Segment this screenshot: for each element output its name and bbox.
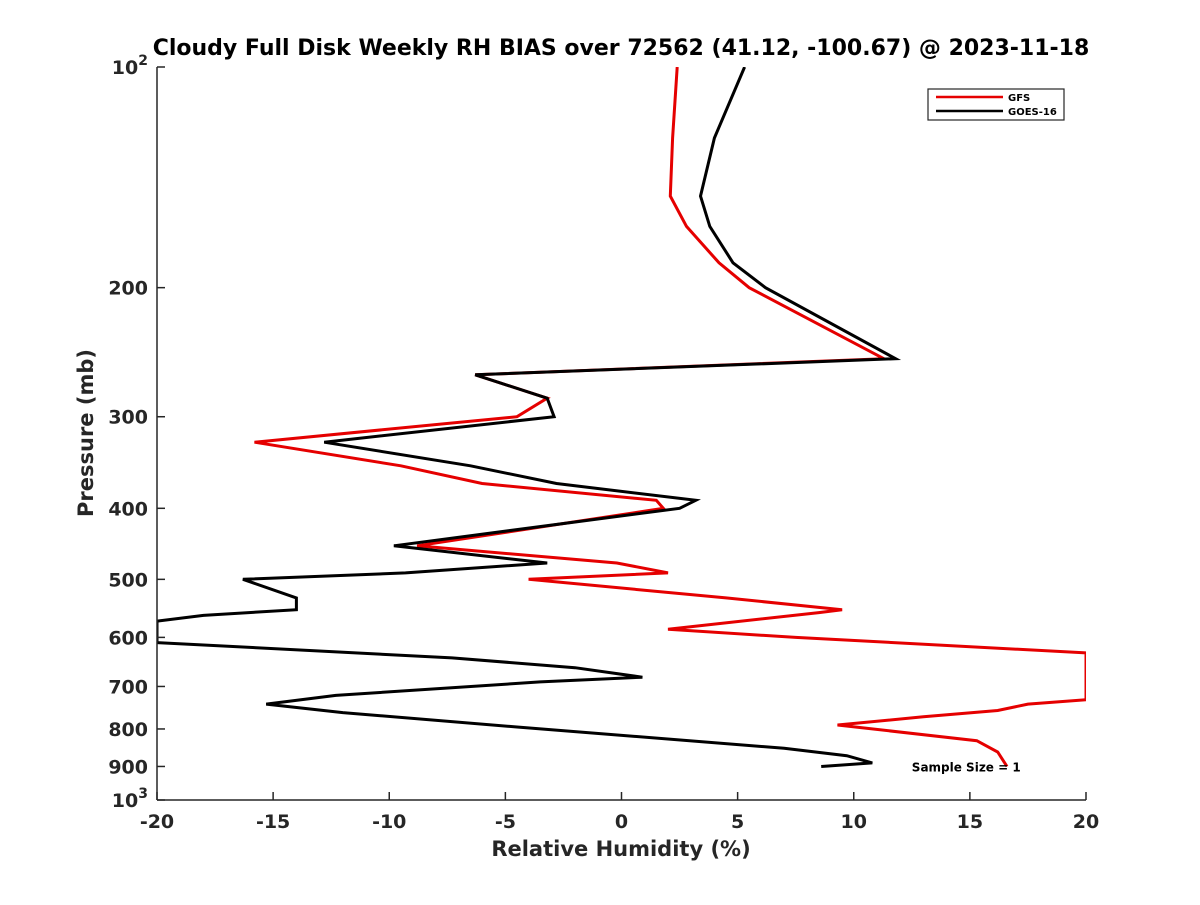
legend: GFS GOES-16 xyxy=(927,88,1065,121)
y-tick-label: 300 xyxy=(108,407,148,429)
series-line-goes-16 xyxy=(157,67,902,768)
x-tick-label: -20 xyxy=(140,811,174,833)
y-tick-label: 400 xyxy=(108,498,148,520)
y-ticks: 102 200 300 400 500 600 700 800 900 103 xyxy=(108,53,165,812)
y-tick-label: 600 xyxy=(108,627,148,649)
series-line-gfs xyxy=(254,67,1086,768)
plot-lines xyxy=(157,67,1086,768)
x-tick-label: -5 xyxy=(495,811,516,833)
y-tick-label: 900 xyxy=(108,756,148,778)
legend-label-gfs: GFS xyxy=(1008,93,1030,104)
y-tick-label: 700 xyxy=(108,676,148,698)
y-axis-label: Pressure (mb) xyxy=(74,349,98,517)
y-tick-label: 500 xyxy=(108,569,148,591)
x-tick-label: 0 xyxy=(615,811,628,833)
y-tick-label: 800 xyxy=(108,719,148,741)
legend-label-goes16: GOES-16 xyxy=(1008,107,1057,118)
y-tick-label: 200 xyxy=(108,278,148,300)
x-axis-label: Relative Humidity (%) xyxy=(491,837,750,861)
plot-frame xyxy=(157,67,1086,800)
x-ticks: -20 -15 -10 -5 0 5 10 15 20 xyxy=(140,792,1099,833)
legend-box xyxy=(927,88,1065,121)
x-tick-label: 20 xyxy=(1073,811,1099,833)
y-tick-label: 103 xyxy=(112,786,148,812)
y-tick-label: 102 xyxy=(112,53,148,79)
sample-size-annotation: Sample Size = 1 xyxy=(912,761,1021,775)
x-tick-label: 5 xyxy=(731,811,744,833)
chart-title: Cloudy Full Disk Weekly RH BIAS over 725… xyxy=(153,36,1090,61)
x-tick-label: -10 xyxy=(372,811,406,833)
x-tick-label: -15 xyxy=(256,811,290,833)
x-tick-label: 10 xyxy=(841,811,867,833)
x-tick-label: 15 xyxy=(957,811,983,833)
